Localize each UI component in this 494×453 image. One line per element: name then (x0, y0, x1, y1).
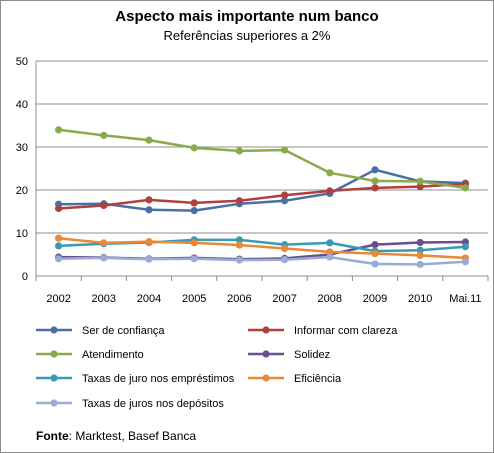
legend-marker (262, 326, 270, 334)
x-tick-label: 2006 (227, 293, 251, 305)
x-tick-label: 2009 (363, 293, 387, 305)
legend-marker (262, 350, 270, 358)
data-point (326, 169, 334, 177)
y-tick-label: 40 (16, 99, 28, 111)
data-point (145, 136, 153, 144)
data-point (145, 255, 153, 263)
data-point (371, 250, 379, 258)
data-point (371, 184, 379, 192)
data-point (416, 238, 424, 247)
data-point (281, 197, 289, 205)
legend-label: Atendimento (82, 349, 144, 361)
y-tick-label: 0 (22, 271, 28, 283)
legend-marker (50, 350, 58, 358)
data-point (235, 197, 243, 205)
legend-label: Ser de confiança (82, 325, 165, 337)
data-point (100, 201, 108, 210)
data-point (281, 191, 289, 199)
data-point (145, 238, 153, 246)
data-point (55, 242, 63, 250)
data-point (100, 239, 108, 247)
data-point (371, 260, 379, 268)
data-point (416, 251, 424, 259)
data-point (326, 248, 334, 256)
data-point (326, 239, 334, 247)
data-point (190, 199, 198, 207)
data-point (55, 234, 63, 242)
x-tick-label: 2010 (408, 293, 432, 305)
source-text: : Marktest, Basef Banca (68, 429, 197, 443)
data-point (461, 243, 469, 251)
legend-label: Informar com clareza (294, 325, 398, 337)
data-point (326, 253, 334, 261)
chart-title: Aspecto mais importante num banco (115, 8, 379, 25)
source-label: Fonte (36, 429, 69, 443)
legend-label: Solidez (294, 349, 330, 361)
data-point (461, 184, 469, 192)
data-point (55, 204, 63, 213)
x-tick-label: 2004 (137, 293, 161, 305)
data-point (281, 244, 289, 253)
data-point (371, 166, 379, 174)
legend-marker (262, 374, 270, 382)
data-point (281, 146, 289, 154)
data-point (416, 246, 424, 254)
y-tick-label: 20 (16, 185, 28, 197)
legend-label: Taxas de juro nos empréstimos (82, 373, 235, 385)
data-point (190, 255, 198, 263)
data-point (145, 206, 153, 214)
data-point (145, 196, 153, 204)
data-point (326, 187, 334, 195)
data-point (55, 126, 63, 134)
data-point (371, 177, 379, 185)
data-point (416, 260, 424, 268)
chart-subtitle: Referências superiores a 2% (163, 28, 331, 43)
legend-marker (50, 374, 58, 382)
legend-marker (50, 326, 58, 334)
data-point (461, 258, 469, 266)
series-line (58, 182, 466, 210)
data-point (371, 241, 379, 249)
legend-label: Eficiência (294, 373, 342, 385)
x-tick-label: 2002 (46, 293, 70, 305)
data-point (190, 207, 198, 215)
data-point (100, 254, 108, 262)
x-tick-label: 2008 (318, 293, 342, 305)
data-point (55, 255, 63, 263)
data-point (190, 144, 198, 152)
y-tick-label: 50 (16, 56, 28, 68)
data-point (235, 256, 243, 264)
data-point (416, 182, 424, 191)
series-line (58, 168, 466, 212)
x-tick-label: 2005 (182, 293, 206, 305)
data-point (190, 239, 198, 247)
y-tick-label: 30 (16, 142, 28, 154)
x-tick-label: 2007 (272, 293, 296, 305)
data-point (235, 236, 243, 244)
x-tick-label: 2003 (92, 293, 116, 305)
series-line (58, 255, 466, 266)
data-point (235, 147, 243, 155)
y-tick-label: 10 (16, 228, 28, 240)
source-note: Fonte: Marktest, Basef Banca (36, 429, 196, 443)
legend-marker (50, 399, 58, 407)
x-tick-label: Mai.11 (449, 293, 481, 305)
data-point (100, 131, 108, 139)
data-point (235, 241, 243, 249)
data-point (416, 177, 424, 185)
series-line (58, 236, 466, 260)
series-line (58, 128, 466, 190)
data-point (281, 256, 289, 264)
legend-label: Taxas de juros nos depósitos (82, 398, 224, 410)
